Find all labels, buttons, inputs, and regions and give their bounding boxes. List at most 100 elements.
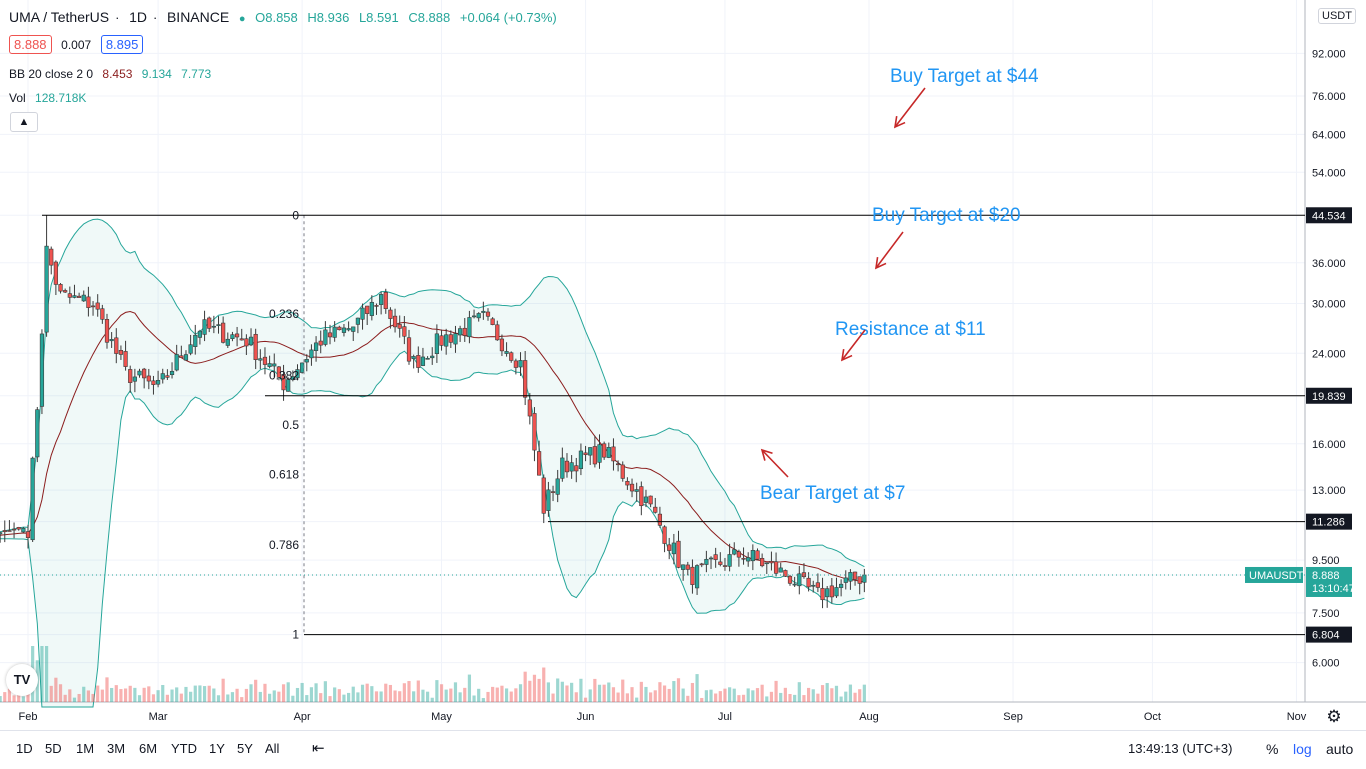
volume-bar — [820, 685, 825, 702]
percent-scale-toggle[interactable]: % — [1266, 741, 1279, 757]
candle-body — [369, 301, 374, 316]
timeframe-3m[interactable]: 3M — [107, 741, 126, 756]
volume-bar — [472, 695, 476, 702]
volume-bar — [546, 682, 550, 702]
candle-body — [509, 352, 514, 361]
candle-body — [769, 560, 774, 564]
volume-bar — [681, 688, 685, 702]
candle-body — [281, 374, 286, 391]
volume-bar — [133, 687, 137, 702]
volume-bar — [523, 671, 527, 702]
volume-bar — [193, 685, 197, 702]
candle-body — [625, 481, 630, 486]
volume-bar — [416, 680, 420, 702]
volume-bar — [100, 689, 104, 702]
time-tick-label: Aug — [859, 711, 879, 723]
annotation-arrowhead — [874, 256, 887, 270]
volume-bar — [221, 678, 225, 702]
volume-bar — [319, 693, 323, 702]
vol-legend[interactable]: Vol 128.718K — [9, 91, 92, 105]
price-level-tag — [1306, 626, 1352, 643]
timeframe-1d[interactable]: 1D — [16, 741, 33, 756]
annotation-arrowhead — [840, 349, 853, 362]
candle-body — [732, 549, 737, 555]
bottom-toolbar: 1D 5D 1M 3M 6M YTD 1Y 5Y All ⇤ 13:49:13 … — [0, 730, 1366, 769]
candle-body — [444, 334, 449, 347]
volume-bar — [216, 695, 221, 702]
candle-body — [44, 245, 49, 333]
candle-body — [406, 337, 412, 362]
volume-bar — [165, 694, 169, 702]
candle-body — [30, 457, 35, 541]
candle-body — [179, 355, 184, 358]
timeframe-1m[interactable]: 1M — [76, 741, 95, 756]
volume-bar — [17, 690, 21, 702]
symbol-tag — [1245, 566, 1303, 583]
date-range-icon[interactable]: ⇤ — [312, 740, 325, 757]
volume-bar — [862, 684, 866, 702]
candle-body — [304, 359, 309, 363]
candle-body — [560, 457, 565, 479]
countdown-label: 13:10:47 — [1312, 583, 1355, 595]
candle-body — [388, 309, 393, 319]
buy-price-box[interactable]: 8.895 — [100, 35, 144, 54]
candle-body — [174, 354, 179, 371]
candle-body — [741, 557, 746, 560]
candle-body — [72, 295, 77, 298]
candle-body — [383, 292, 388, 309]
candle-body — [346, 328, 351, 331]
volume-bar — [268, 693, 272, 702]
candle-body — [53, 261, 58, 285]
volume-bar — [811, 689, 815, 702]
candle-body — [430, 355, 435, 359]
volume-bar — [379, 691, 383, 702]
time-tick-label: Nov — [1287, 711, 1307, 723]
volume-bar — [351, 686, 355, 702]
candle-body — [160, 373, 165, 380]
timeframe-all[interactable]: All — [265, 741, 280, 756]
volume-bar — [732, 688, 736, 702]
candle-body — [39, 333, 45, 407]
annotation-label: Buy Target at $20 — [872, 205, 1021, 226]
candle-body — [778, 567, 783, 573]
candle-body — [648, 495, 653, 505]
volume-bar — [82, 686, 86, 702]
currency-badge[interactable]: USDT — [1318, 8, 1356, 24]
candle-body — [216, 324, 221, 326]
timeframe-6m[interactable]: 6M — [139, 741, 158, 756]
bb-legend[interactable]: BB 20 close 2 0 8.453 9.134 7.773 — [9, 67, 217, 81]
candle-body — [801, 572, 807, 578]
symbol-name[interactable]: UMA / TetherUS — [9, 9, 110, 25]
candle-body — [193, 334, 198, 347]
timeframe-5y[interactable]: 5Y — [237, 741, 253, 756]
chart-canvas[interactable]: 0 0.236 0.382 0.5 0.618 0.786 1 Buy Target at $… — [0, 0, 1366, 730]
log-scale-toggle[interactable]: log — [1293, 741, 1312, 757]
volume-bar — [393, 690, 397, 702]
candle-body — [467, 317, 472, 338]
price-level-tag-label: 6.804 — [1312, 630, 1340, 642]
candle-body — [481, 310, 486, 313]
volume-bar — [593, 678, 597, 702]
candle-body — [337, 326, 342, 331]
sell-price-box[interactable]: 8.888 — [9, 35, 52, 54]
volume-bar — [142, 687, 146, 702]
volume-bar — [128, 685, 132, 702]
volume-bar — [333, 687, 337, 702]
candle-body — [458, 328, 463, 336]
volume-bar — [91, 693, 95, 702]
price-tick-label: 76.000 — [1312, 91, 1346, 103]
timeframe-1y[interactable]: 1Y — [209, 741, 225, 756]
candle-body — [439, 335, 444, 346]
utc-clock[interactable]: 13:49:13 (UTC+3) — [1128, 741, 1233, 756]
volume-bar — [21, 696, 25, 702]
timeframe-ytd[interactable]: YTD — [171, 741, 197, 756]
timeframe-5d[interactable]: 5D — [45, 741, 62, 756]
time-tick-label: May — [431, 711, 452, 723]
volume-bar — [230, 692, 235, 702]
volume-bar — [374, 691, 379, 702]
annotation-arrow — [841, 329, 866, 361]
auto-scale-toggle[interactable]: auto — [1326, 741, 1354, 757]
volume-bar — [323, 681, 327, 702]
volume-bar — [532, 674, 537, 702]
collapse-legend-button[interactable]: ▲ — [10, 112, 38, 132]
